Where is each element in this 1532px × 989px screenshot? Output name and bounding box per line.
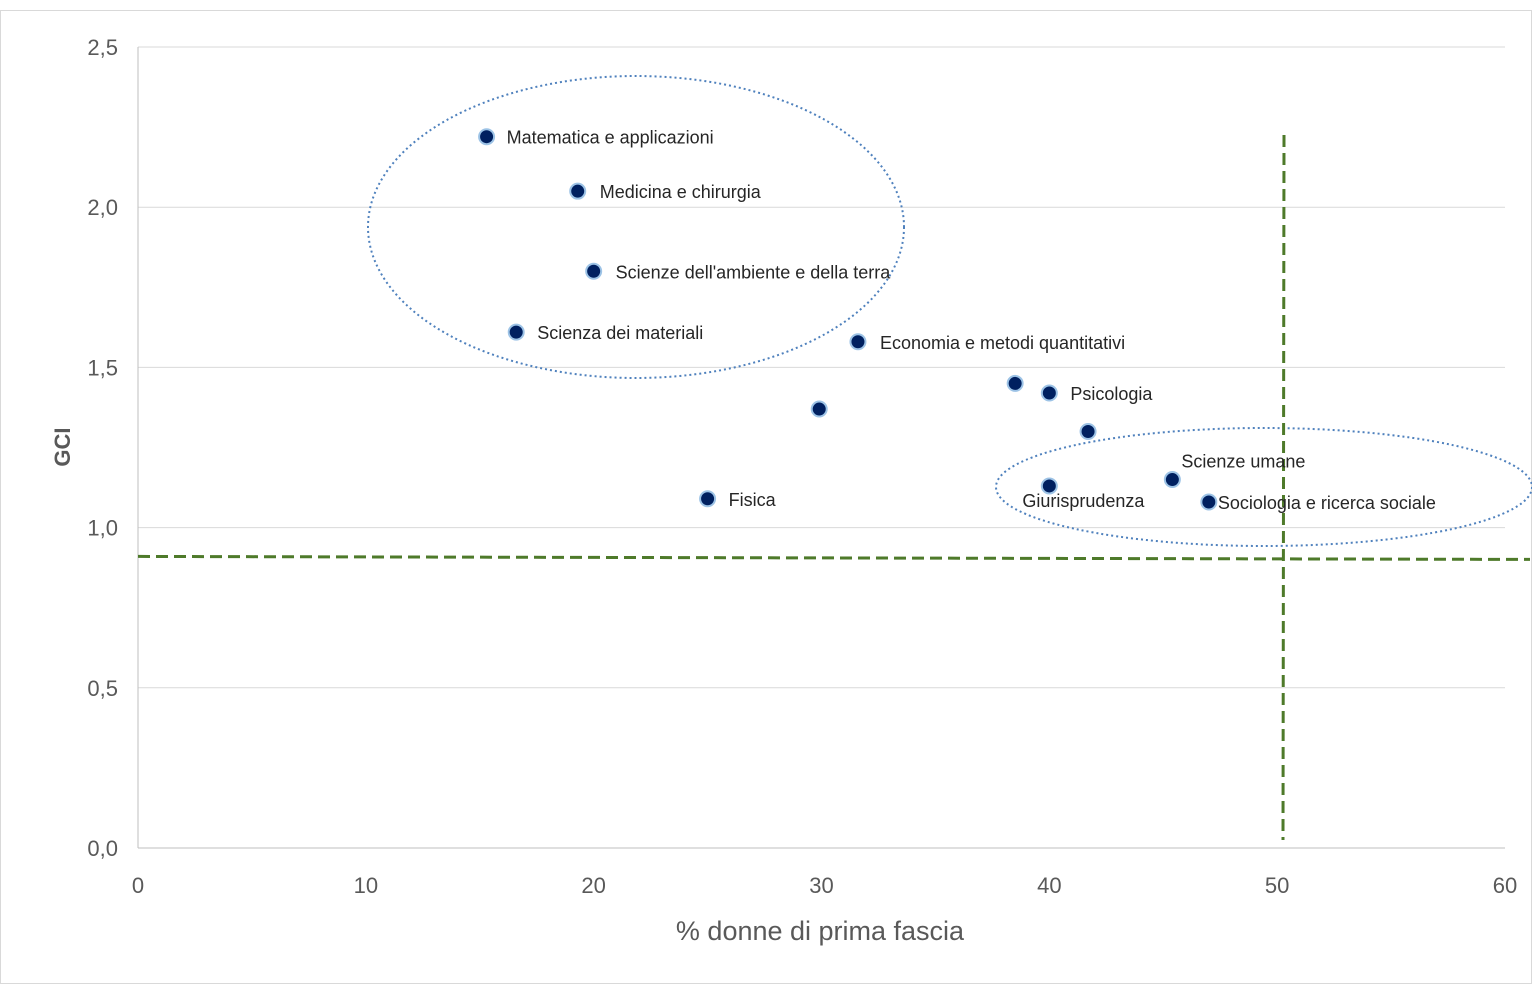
y-tick-label: 1,5 bbox=[87, 355, 118, 380]
data-point bbox=[585, 262, 603, 280]
vertical-reference-line bbox=[1281, 134, 1286, 841]
x-tick-label: 60 bbox=[1493, 873, 1517, 898]
point-label: Economia e metodi quantitativi bbox=[880, 333, 1125, 353]
y-axis-title: GCI bbox=[50, 427, 75, 466]
point-label: Sociologia e ricerca sociale bbox=[1218, 493, 1436, 513]
point-label: Scienze umane bbox=[1181, 452, 1305, 472]
point-label: Scienza dei materiali bbox=[537, 323, 703, 343]
point-label: Medicina e chirurgia bbox=[600, 182, 762, 202]
chart-frame bbox=[0, 10, 1532, 984]
x-tick-label: 50 bbox=[1265, 873, 1289, 898]
data-point bbox=[1006, 374, 1024, 392]
point-labels: Matematica e applicazioni Medicina e chir… bbox=[507, 128, 1436, 513]
data-point bbox=[1163, 471, 1181, 489]
point-label: Scienze dell'ambiente e della terra bbox=[616, 262, 892, 282]
x-tick-label: 10 bbox=[354, 873, 378, 898]
data-point bbox=[1040, 384, 1058, 402]
y-tick-label: 2,5 bbox=[87, 35, 118, 60]
reference-lines bbox=[137, 134, 1531, 841]
point-label: Psicologia bbox=[1070, 384, 1153, 404]
data-point bbox=[849, 333, 867, 351]
data-points bbox=[478, 128, 1218, 511]
data-point bbox=[507, 323, 525, 341]
x-axis-title: % donne di prima fascia bbox=[676, 916, 965, 946]
cluster-outline-high bbox=[367, 75, 905, 379]
y-tick-label: 2,0 bbox=[87, 195, 118, 220]
axes: 0,0 0,5 1,0 1,5 2,0 2,5 0 10 20 30 40 50 60 bbox=[87, 35, 1517, 898]
x-tick-label: 0 bbox=[132, 873, 144, 898]
horizontal-reference-line bbox=[137, 554, 1531, 561]
cluster-outline-low bbox=[995, 427, 1532, 547]
y-tick-label: 0,5 bbox=[87, 676, 118, 701]
point-label: Matematica e applicazioni bbox=[507, 128, 714, 148]
data-point bbox=[1200, 493, 1218, 511]
data-point bbox=[478, 128, 496, 146]
cluster-outlines bbox=[367, 75, 1532, 547]
x-tick-label: 30 bbox=[809, 873, 833, 898]
data-point bbox=[569, 182, 587, 200]
data-point bbox=[1040, 477, 1058, 495]
data-point bbox=[810, 400, 828, 418]
point-label: Giurisprudenza bbox=[1022, 491, 1145, 511]
y-tick-label: 1,0 bbox=[87, 516, 118, 541]
x-tick-label: 40 bbox=[1037, 873, 1061, 898]
data-point bbox=[699, 490, 717, 508]
point-label: Fisica bbox=[729, 490, 777, 510]
x-tick-label: 20 bbox=[581, 873, 605, 898]
y-tick-label: 0,0 bbox=[87, 836, 118, 861]
data-point bbox=[1079, 422, 1097, 440]
